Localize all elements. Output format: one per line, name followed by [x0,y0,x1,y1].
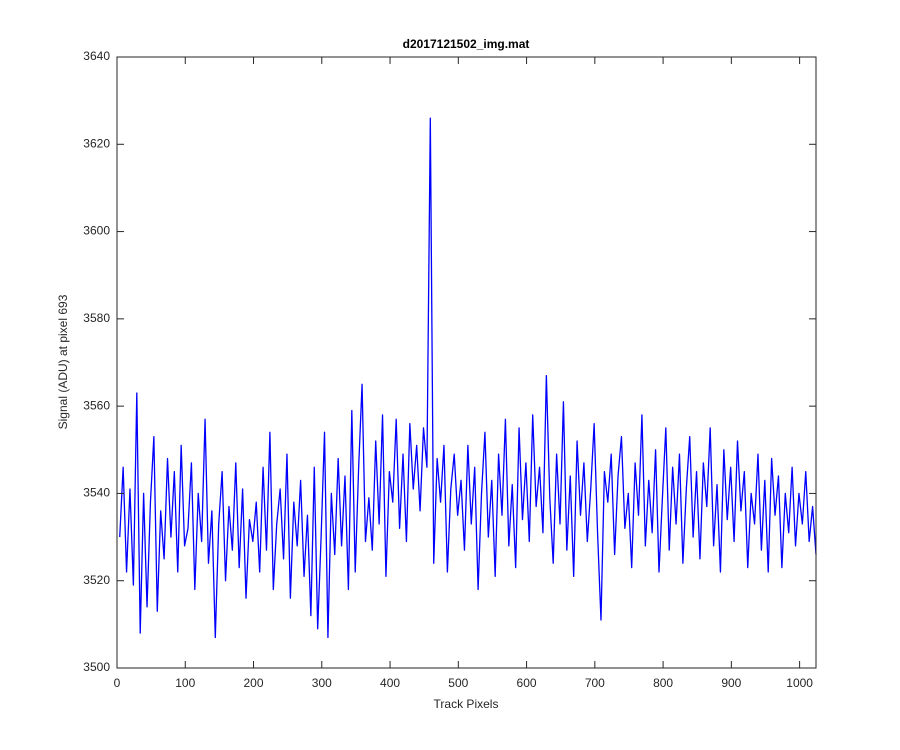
x-tick-label: 900 [721,676,741,690]
y-tick-label: 3540 [83,486,110,500]
y-tick-label: 3500 [83,660,110,674]
x-tick-label: 800 [653,676,673,690]
x-tick-label: 100 [175,676,195,690]
chart-title: d2017121502_img.mat [403,37,530,51]
x-tick-label: 300 [312,676,332,690]
x-tick-label: 200 [244,676,264,690]
data-line [119,117,817,639]
y-axis-label: Signal (ADU) at pixel 693 [56,294,70,429]
y-tick-label: 3640 [83,49,110,63]
x-axis-label: Track Pixels [434,697,499,711]
x-tick-label: 400 [380,676,400,690]
x-tick-label: 1000 [786,676,813,690]
y-tick-label: 3520 [83,573,110,587]
x-tick-label: 500 [448,676,468,690]
y-tick-label: 3620 [83,136,110,150]
x-tick-label: 600 [517,676,537,690]
x-tick-label: 0 [114,676,121,690]
y-tick-label: 3560 [83,398,110,412]
x-tick-label: 700 [585,676,605,690]
y-tick-label: 3580 [83,311,110,325]
plot-frame [116,56,817,669]
y-tick-label: 3600 [83,224,110,238]
